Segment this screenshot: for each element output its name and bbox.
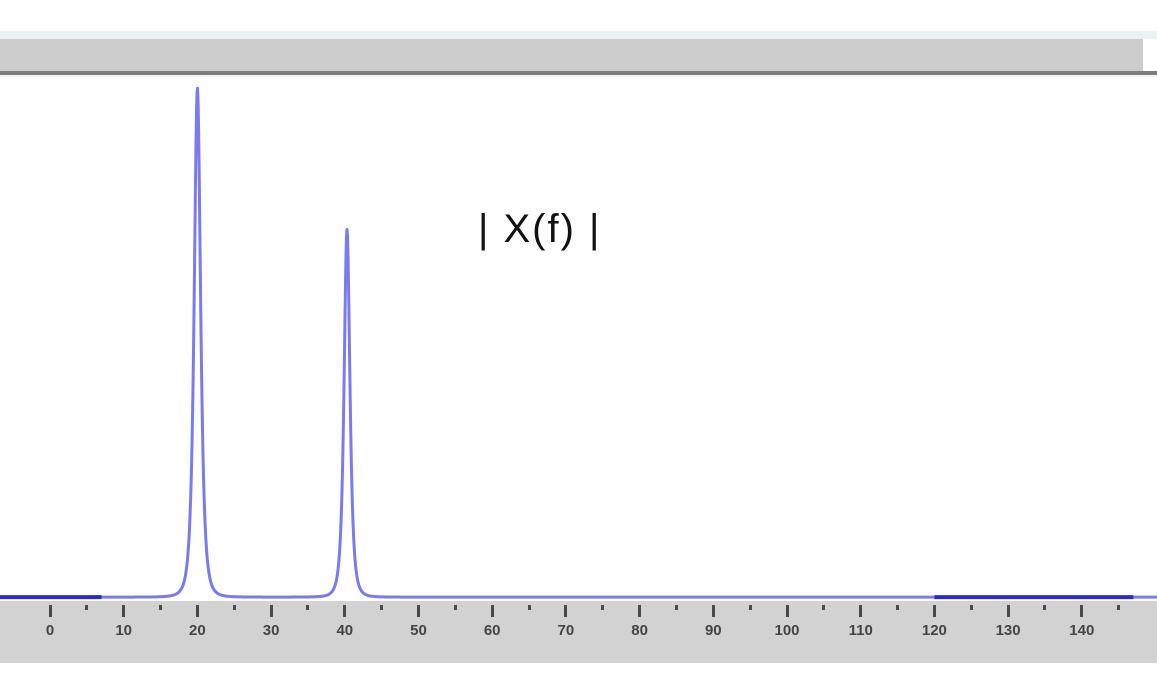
x-axis-tick-minor	[527, 605, 531, 610]
x-axis-tick-label: 90	[704, 622, 722, 639]
x-axis-tick-major	[269, 605, 273, 617]
x-axis-tick-label: 80	[631, 622, 648, 639]
x-axis-tick-label: 20	[189, 622, 206, 639]
x-axis-tick-major	[711, 605, 715, 617]
x-axis-tick-minor	[969, 605, 973, 610]
x-axis-tick-label: 130	[995, 622, 1021, 639]
x-axis-tick-label: 140	[1069, 622, 1095, 639]
toolbar-band[interactable]	[0, 39, 1143, 71]
spectrum-trace-svg	[0, 86, 1157, 600]
x-axis-tick-label: 0	[45, 622, 55, 639]
x-axis-tick-major	[859, 605, 863, 617]
x-axis-tick-minor	[822, 605, 826, 610]
x-axis-tick-major	[195, 605, 199, 617]
x-axis-tick-major	[48, 605, 52, 617]
x-axis-tick-major	[417, 605, 420, 617]
x-axis-tick-minor	[380, 605, 384, 610]
x-axis-tick-minor	[85, 605, 89, 610]
window-top-blank	[0, 0, 1157, 31]
x-axis-tick-label: 10	[115, 622, 133, 639]
x-axis-tick-major	[1080, 605, 1084, 617]
x-axis-footer	[0, 601, 1157, 663]
x-axis-tick-major	[638, 605, 642, 617]
x-axis-tick-major	[122, 605, 126, 617]
x-axis-tick-minor	[1117, 605, 1121, 610]
x-axis-tick-minor	[453, 605, 457, 610]
x-axis-tick-major	[1006, 605, 1010, 617]
x-axis-tick-major	[932, 605, 936, 617]
x-axis-tick-label: 30	[262, 622, 280, 639]
x-axis-tick-minor	[1043, 605, 1047, 610]
x-axis-tick-major	[343, 605, 347, 617]
x-axis-tick-minor	[748, 605, 752, 610]
x-axis-tick-label: 110	[848, 622, 873, 639]
x-axis-tick-label: 70	[557, 622, 575, 639]
window-tint-strip	[0, 31, 1157, 39]
magnitude-label: | X(f) |	[478, 207, 602, 251]
x-axis-tick-label: 60	[483, 622, 501, 639]
x-axis-tick-label: 100	[774, 622, 800, 639]
x-axis-tick-minor	[674, 605, 678, 610]
x-axis-tick-minor	[232, 605, 236, 610]
x-axis-tick-minor	[306, 605, 310, 610]
x-axis-tick-label: 40	[336, 622, 354, 639]
x-axis-tick-minor	[159, 605, 163, 610]
magnitude-trace	[0, 86, 1157, 599]
x-axis-tick-label: 50	[410, 622, 427, 639]
x-axis-ticks: 0 10 20 30 40 50 60 70 80 90 100 110 120 130 140	[0, 605, 1157, 639]
x-axis-tick-minor	[601, 605, 605, 610]
x-axis-tick-major	[785, 605, 789, 617]
x-axis-tick-label: 120	[921, 622, 947, 639]
x-axis-tick-minor	[896, 605, 900, 610]
toolbar-bottom-border	[0, 71, 1157, 75]
spectrum-plot-area[interactable]	[0, 77, 1157, 601]
toolbar-bottom-highlight	[0, 75, 1157, 77]
x-axis-tick-major	[564, 605, 568, 617]
window-bottom-blank	[0, 663, 1157, 683]
x-axis-tick-major	[490, 605, 494, 617]
